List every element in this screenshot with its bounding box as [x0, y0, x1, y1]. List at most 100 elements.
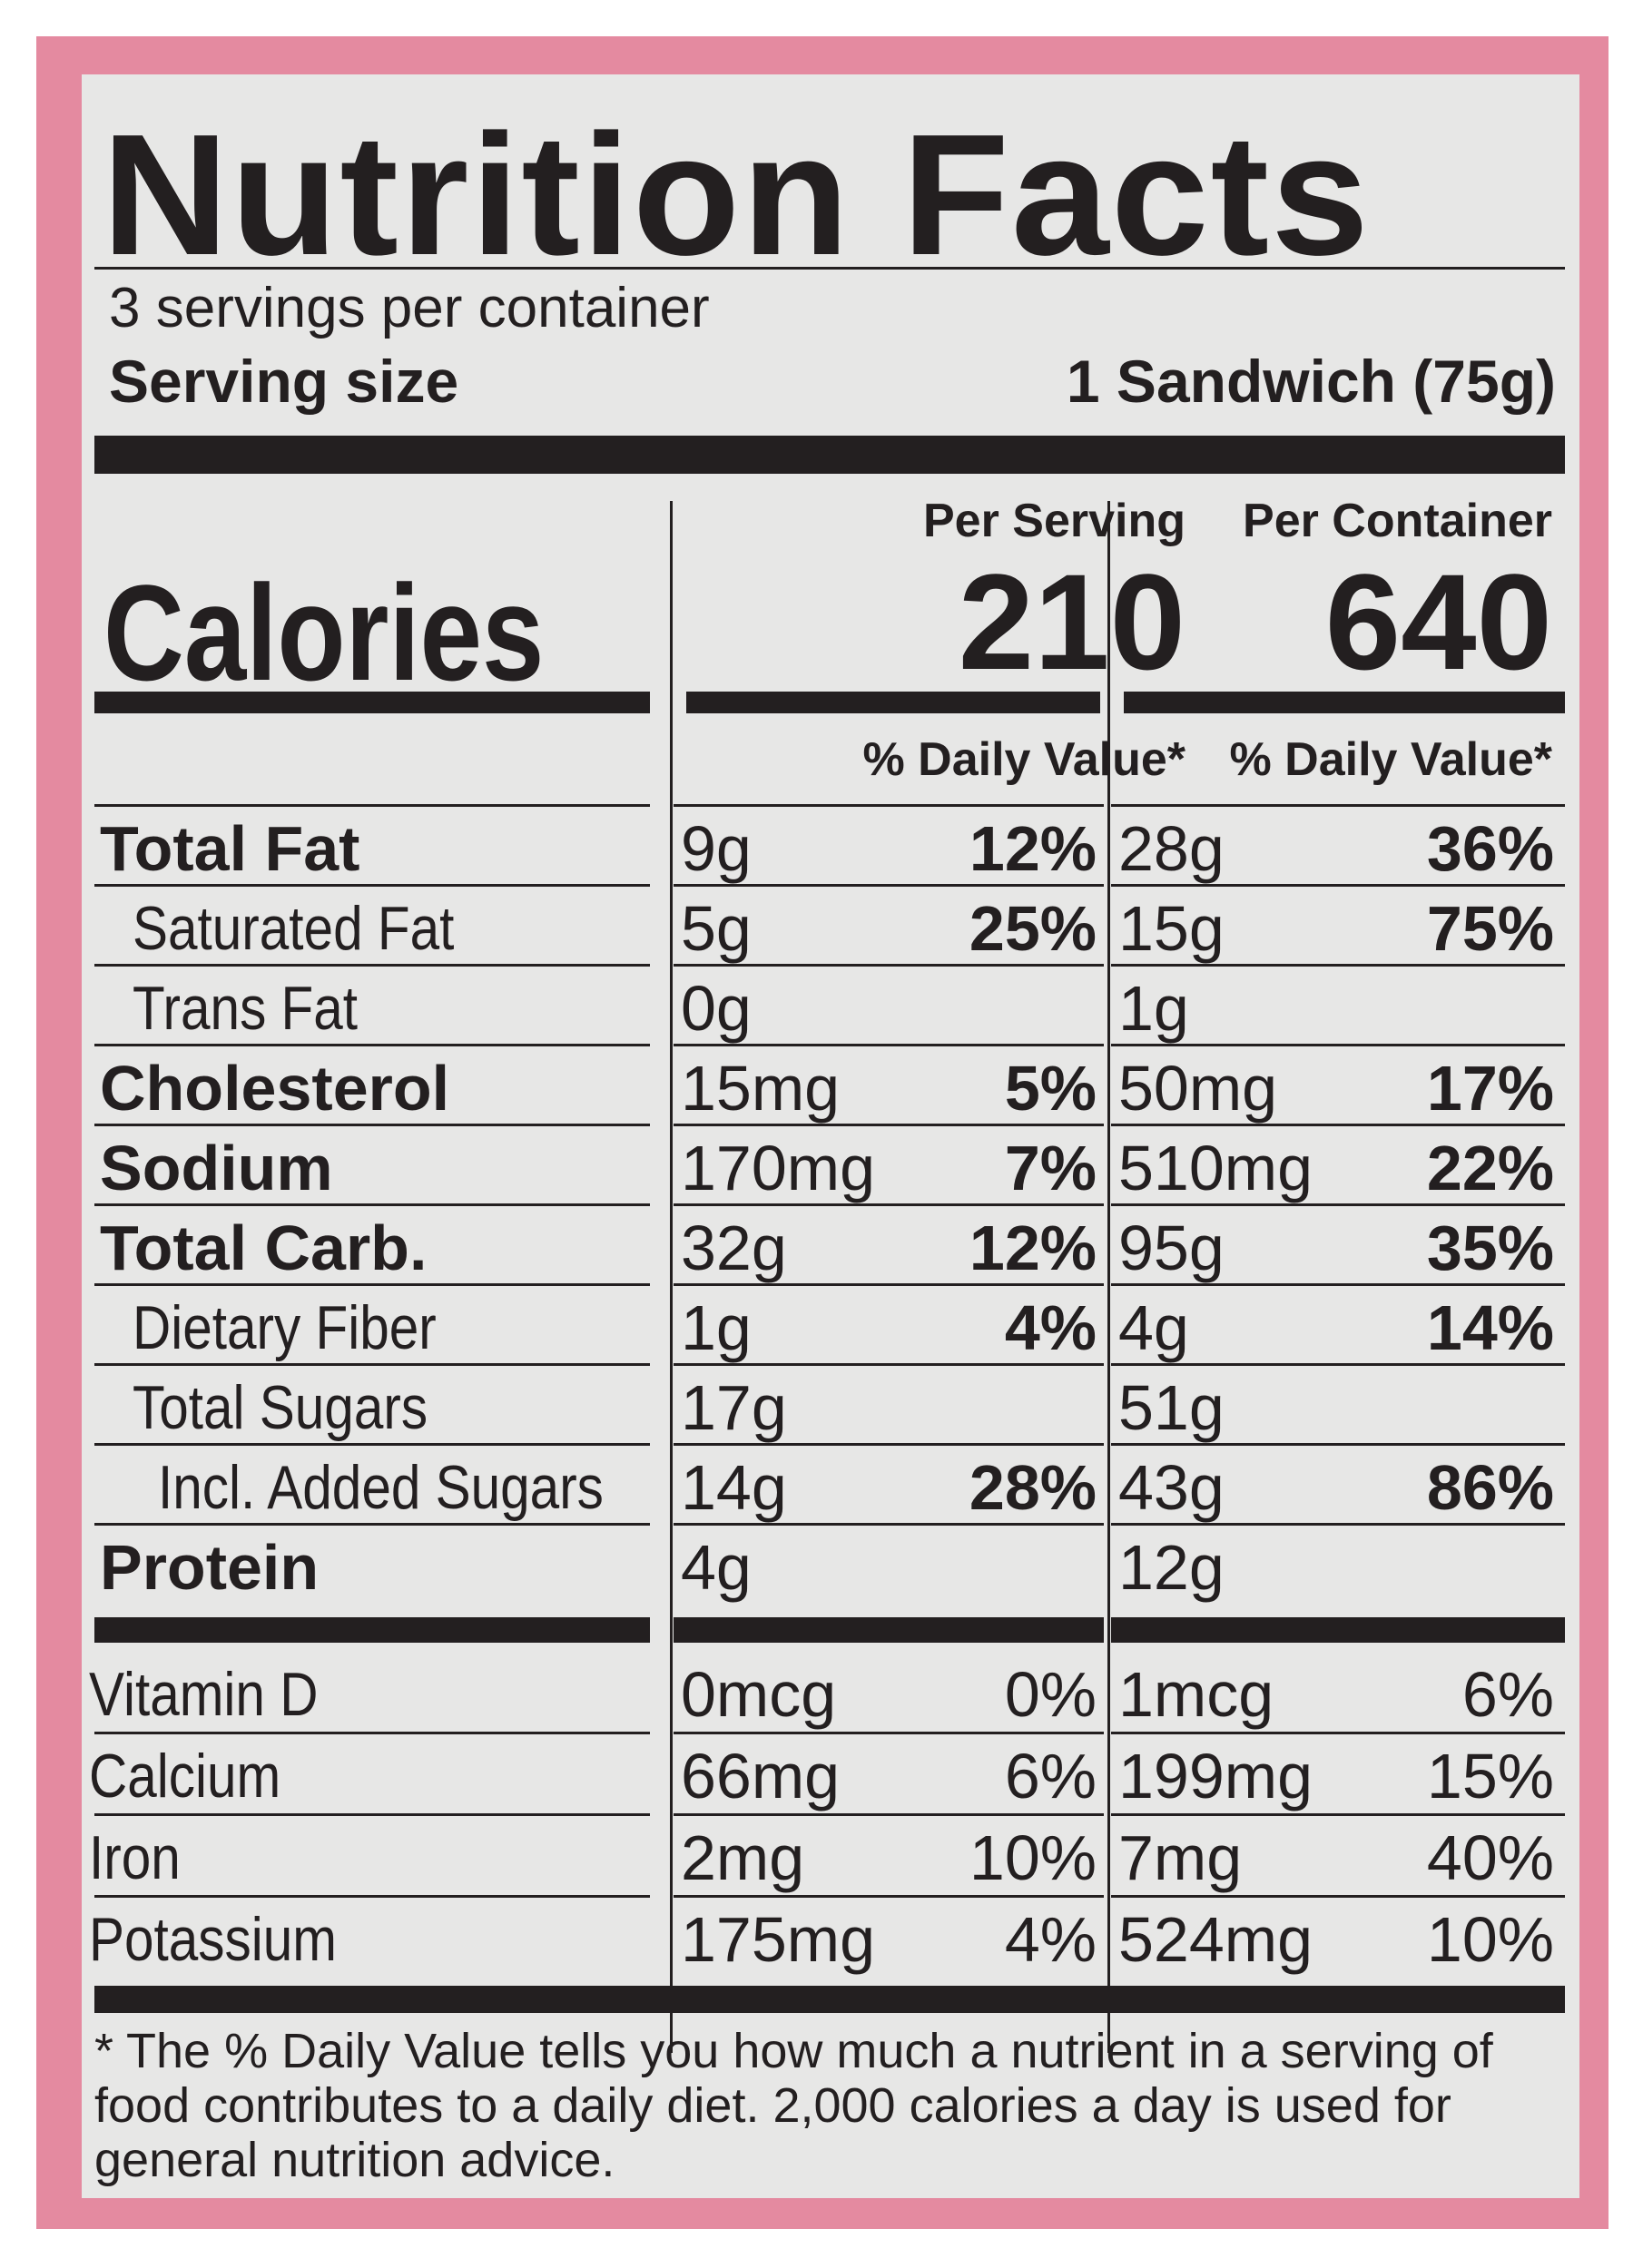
row-divider	[674, 1124, 1104, 1126]
row-divider	[674, 1443, 1104, 1446]
vitamin-bar-label	[94, 1617, 650, 1643]
container-amount: 199mg	[1118, 1741, 1313, 1811]
row-divider	[94, 1895, 650, 1898]
serving-amount: 17g	[681, 1372, 787, 1443]
table-row: Vitamin D 0mcg 0% 1mcg 6%	[82, 1654, 1579, 1735]
serving-amount: 5g	[681, 893, 752, 964]
table-row: Sodium 170mg 7% 510mg 22%	[82, 1127, 1579, 1209]
row-divider	[1111, 1895, 1565, 1898]
container-amount: 15g	[1118, 893, 1225, 964]
calories-bar-serving	[686, 692, 1100, 713]
vitamin-bar-container	[1111, 1617, 1565, 1643]
row-divider	[1111, 1203, 1565, 1206]
container-amount: 28g	[1118, 813, 1225, 884]
nutrient-label: Sodium	[100, 1133, 333, 1203]
nutrient-label: Cholesterol	[100, 1053, 450, 1124]
row-divider	[674, 1283, 1104, 1286]
table-row: Total Carb. 32g 12% 95g 35%	[82, 1207, 1579, 1289]
nutrition-facts-panel: Nutrition Facts 3 servings per container…	[82, 74, 1579, 2198]
dv-header-serving: % Daily Value*	[862, 733, 1186, 786]
dv-header-container: % Daily Value*	[1229, 733, 1552, 786]
row-divider	[94, 1044, 650, 1046]
row-divider	[94, 1203, 650, 1206]
table-row: Dietary Fiber 1g 4% 4g 14%	[82, 1287, 1579, 1369]
container-daily-value: 40%	[1426, 1822, 1554, 1893]
row-divider	[1111, 1283, 1565, 1286]
row-divider	[1111, 1523, 1565, 1526]
serving-amount: 0g	[681, 973, 752, 1044]
nutrient-label: Dietary Fiber	[133, 1293, 437, 1362]
nutrient-label: Incl. Added Sugars	[158, 1453, 604, 1522]
table-row: Potassium 175mg 4% 524mg 10%	[82, 1899, 1579, 1980]
serving-amount: 14g	[681, 1452, 787, 1523]
table-row: Total Sugars 17g 51g	[82, 1367, 1579, 1448]
container-daily-value: 6%	[1461, 1659, 1554, 1730]
serving-amount: 175mg	[681, 1904, 876, 1975]
row-divider	[1111, 1732, 1565, 1734]
container-amount: 95g	[1118, 1213, 1225, 1283]
table-row: Saturated Fat 5g 25% 15g 75%	[82, 888, 1579, 969]
table-row: Incl. Added Sugars 14g 28% 43g 86%	[82, 1447, 1579, 1528]
table-row: Trans Fat 0g 1g	[82, 967, 1579, 1049]
serving-amount: 9g	[681, 813, 752, 884]
nutrient-label: Trans Fat	[133, 974, 359, 1043]
container-daily-value: 35%	[1426, 1213, 1554, 1283]
serving-daily-value: 6%	[1004, 1741, 1097, 1811]
container-amount: 1mcg	[1118, 1659, 1274, 1730]
serving-daily-value: 0%	[1004, 1659, 1097, 1730]
row-divider	[94, 1732, 650, 1734]
container-amount: 43g	[1118, 1452, 1225, 1523]
serving-amount: 4g	[681, 1532, 752, 1603]
calories-per-container: 640	[1324, 545, 1552, 698]
serving-daily-value: 4%	[1004, 1904, 1097, 1975]
serving-amount: 0mcg	[681, 1659, 837, 1730]
vitamin-bar-serving	[674, 1617, 1104, 1643]
row-divider	[94, 1124, 650, 1126]
serving-daily-value: 25%	[969, 893, 1097, 964]
nutrient-label: Total Carb.	[100, 1213, 428, 1283]
row-divider	[674, 804, 1104, 807]
calories-bar-container	[1124, 692, 1565, 713]
nutrient-label: Vitamin D	[89, 1660, 319, 1729]
container-amount: 7mg	[1118, 1822, 1243, 1893]
serving-amount: 15mg	[681, 1053, 841, 1124]
table-row: Total Fat 9g 12% 28g 36%	[82, 808, 1579, 889]
serving-daily-value: 5%	[1004, 1053, 1097, 1124]
container-daily-value: 17%	[1426, 1053, 1554, 1124]
serving-amount: 66mg	[681, 1741, 841, 1811]
table-row: Calcium 66mg 6% 199mg 15%	[82, 1735, 1579, 1817]
serving-amount: 170mg	[681, 1133, 876, 1203]
row-divider	[1111, 884, 1565, 887]
container-amount: 50mg	[1118, 1053, 1278, 1124]
row-divider	[94, 1363, 650, 1366]
nutrient-label: Saturated Fat	[133, 894, 455, 963]
row-divider	[674, 1203, 1104, 1206]
thick-bar-bottom	[94, 1986, 1565, 2013]
row-divider	[674, 1523, 1104, 1526]
nutrient-label: Iron	[89, 1823, 181, 1892]
panel-title: Nutrition Facts	[102, 99, 1371, 291]
row-divider	[674, 1732, 1104, 1734]
row-divider	[94, 964, 650, 967]
per-container-header: Per Container	[1243, 495, 1552, 547]
footnote: * The % Daily Value tells you how much a…	[94, 2024, 1493, 2187]
container-amount: 524mg	[1118, 1904, 1313, 1975]
container-daily-value: 14%	[1426, 1292, 1554, 1363]
serving-daily-value: 12%	[969, 813, 1097, 884]
row-divider	[674, 884, 1104, 887]
container-amount: 1g	[1118, 973, 1189, 1044]
serving-daily-value: 12%	[969, 1213, 1097, 1283]
nutrient-label: Total Sugars	[133, 1373, 428, 1442]
container-amount: 51g	[1118, 1372, 1225, 1443]
column-divider-left	[670, 501, 673, 2053]
row-divider	[94, 1443, 650, 1446]
serving-daily-value: 28%	[969, 1452, 1097, 1523]
row-divider	[1111, 964, 1565, 967]
container-amount: 12g	[1118, 1532, 1225, 1603]
container-amount: 510mg	[1118, 1133, 1313, 1203]
row-divider	[1111, 1044, 1565, 1046]
serving-daily-value: 7%	[1004, 1133, 1097, 1203]
row-divider	[1111, 804, 1565, 807]
serving-size-value: 1 Sandwich (75g)	[1066, 348, 1556, 415]
